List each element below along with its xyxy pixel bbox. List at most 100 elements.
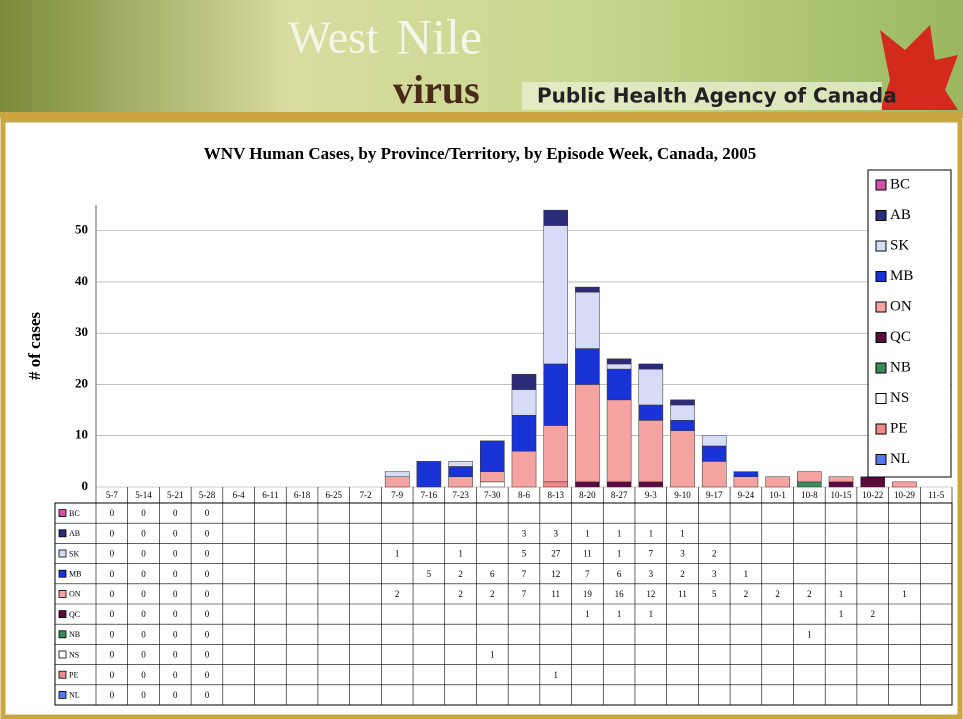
x-tick-label: 11-5 (928, 490, 945, 500)
table-swatch (58, 590, 67, 598)
legend-swatch (875, 423, 887, 435)
bar-segment (828, 476, 854, 483)
legend-label: SK (890, 237, 909, 253)
table-swatch (58, 509, 67, 518)
table-value: 1 (585, 528, 590, 538)
table-value: 0 (141, 569, 146, 579)
x-tick-label: 10-8 (801, 490, 818, 500)
bar-segment (670, 399, 695, 406)
table-value: 0 (141, 690, 146, 700)
bar-segment (448, 466, 473, 477)
x-tick-label: 6-11 (262, 490, 278, 500)
bar-segment (511, 373, 537, 390)
row-label: NS (69, 650, 79, 659)
bar-segment (733, 476, 759, 488)
y-tick-label: 20 (75, 375, 88, 390)
x-tick-label: 9-10 (674, 490, 691, 500)
x-tick-label: 7-9 (391, 490, 403, 500)
bar-segment (575, 286, 600, 293)
table-value: 0 (141, 609, 146, 619)
legend-label: NS (890, 390, 909, 406)
y-axis-label: # of cases (25, 312, 44, 380)
table-value: 1 (649, 609, 654, 619)
bar-segment (575, 291, 600, 349)
x-tick-label: 9-3 (645, 490, 657, 500)
table-swatch (58, 650, 67, 659)
table-value: 0 (173, 569, 178, 579)
legend-label: BC (890, 176, 910, 192)
table-value: 1 (680, 528, 685, 538)
x-tick-label: 10-1 (769, 490, 786, 500)
table-value: 0 (173, 650, 178, 660)
x-tick-label: 9-24 (738, 490, 755, 500)
bar-segment (606, 358, 632, 365)
bar-segment (575, 348, 600, 385)
x-tick-label: 7-2 (359, 490, 371, 500)
bar-segment (670, 404, 695, 421)
table-value: 16 (615, 589, 625, 599)
table-value: 0 (205, 650, 210, 660)
bar-segment (701, 461, 727, 488)
table-value: 12 (551, 569, 560, 579)
maple-leaf (880, 25, 958, 110)
agency: Public Health Agency of Canada (537, 84, 897, 108)
table-swatch (58, 630, 67, 639)
table-value: 0 (141, 670, 146, 680)
x-tick-label: 6-25 (326, 490, 343, 500)
x-tick-label: 5-14 (135, 490, 152, 500)
legend-label: QC (890, 329, 911, 345)
table-value: 2 (458, 589, 463, 599)
table-value: 1 (490, 650, 495, 660)
bar-segment (638, 404, 664, 421)
bar-segment (448, 461, 473, 467)
table-value: 1 (839, 609, 844, 619)
table-value: 6 (617, 569, 622, 579)
x-tick-label: 7-16 (421, 490, 438, 500)
bar-segment (384, 471, 410, 477)
table-value: 0 (110, 690, 115, 700)
x-tick-label: 7-23 (452, 490, 469, 500)
legend-swatch (875, 240, 887, 252)
table-value: 0 (173, 589, 178, 599)
y-tick-label: 40 (75, 273, 88, 288)
banner-title: West (288, 12, 379, 63)
y-tick-label: 50 (75, 222, 88, 237)
legend-swatch (875, 332, 887, 343)
table-value: 0 (205, 589, 210, 599)
table-value: 0 (141, 528, 146, 538)
table-value: 0 (141, 589, 146, 599)
banner-title: Nile (396, 8, 482, 64)
table-value: 0 (205, 670, 210, 680)
bar-segment (638, 481, 664, 488)
legend-label: NL (890, 451, 910, 467)
table-swatch (58, 569, 67, 578)
table-value: 0 (110, 670, 115, 680)
x-tick-label: 6-18 (294, 490, 311, 500)
bar-segment (892, 481, 917, 488)
bar-segment (479, 481, 505, 488)
table-value: 5 (522, 549, 527, 559)
table-value: 0 (141, 549, 146, 559)
bar-segment (543, 425, 569, 483)
banner-title: virus (393, 67, 480, 112)
table-value: 1 (617, 528, 622, 538)
table-value: 5 (427, 569, 432, 579)
table-value: 3 (522, 528, 527, 538)
table-value: 1 (807, 629, 812, 639)
row-label: NB (69, 630, 80, 639)
table-value: 0 (173, 549, 178, 559)
table-value: 0 (110, 508, 115, 518)
table-value: 0 (141, 650, 146, 660)
table-value: 3 (553, 528, 558, 538)
bar-segment (733, 471, 759, 477)
table-value: 0 (205, 690, 210, 700)
table-value: 0 (205, 629, 210, 639)
bar-segment (606, 368, 632, 401)
table-value: 1 (617, 549, 622, 559)
table-value: 3 (680, 549, 685, 559)
table-value: 1 (649, 528, 654, 538)
row-label: BC (69, 509, 80, 518)
table-value: 7 (522, 569, 527, 579)
legend-swatch (875, 393, 887, 404)
bar-segment (543, 481, 569, 488)
